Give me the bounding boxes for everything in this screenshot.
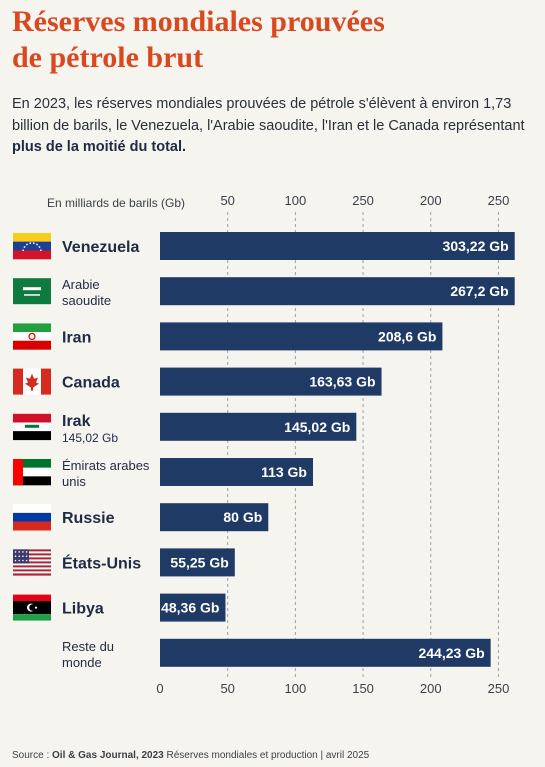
bar [160,232,515,260]
flag-uae-icon [13,459,51,486]
bottom-tick-label: 0 [156,681,163,696]
bar [160,503,269,532]
top-tick-label: 250 [488,193,510,208]
bottom-tick-label: 150 [352,681,374,696]
top-tick-label: 200 [420,193,442,208]
bottom-tick-label: 200 [420,681,442,696]
flag-russia-icon [13,504,51,531]
source-prefix: Source : [12,750,53,761]
category-label: Canada [62,375,120,392]
bar-value-label: 208,6 Gb [378,328,436,344]
category-label: Émirats arabes [62,458,150,473]
axis-unit-label: En milliards de barils (Gb) [47,196,185,210]
bar [160,458,313,486]
flag-iran-icon [13,323,51,350]
bottom-tick-label: 250 [488,681,510,696]
category-sublabel: 145,02 Gb [62,431,118,445]
top-tick-label: 50 [220,193,234,208]
category-label: Russie [62,510,115,527]
title-line-2: de pétrole brut [12,41,204,74]
top-tick-label: 100 [285,193,307,208]
category-label: monde [62,655,102,670]
bar-value-label: 113 Gb [261,464,307,480]
category-label: Reste du [62,639,114,654]
bar [160,638,491,667]
category-label: États-Unis [62,553,141,572]
category-label: saoudite [62,293,111,308]
bar [160,593,226,622]
bar-chart: En milliards de barils (Gb) 50 100 250 200 25… [13,193,515,696]
bar-value-label: 55,25 Gb [170,554,228,570]
category-label: Libya [62,601,104,618]
bar-value-label: 244,23 Gb [418,645,484,661]
source-note: Source : Oil & Gas Journal, 2023 Réserve… [12,750,369,761]
bottom-tick-label: 50 [220,681,234,696]
flag-canada-icon [13,368,51,395]
category-label: Irak [62,413,91,430]
bar-value-label: 145,02 Gb [284,419,350,435]
bar [160,367,382,396]
intro-text: En 2023, les réserves mondiales prouvées… [12,96,525,134]
category-label: Arabie [62,277,100,292]
bar [160,322,443,351]
bar [160,412,357,441]
flag-usa-icon [13,549,51,576]
page-title: Réserves mondiales prouvées de pétrole b… [12,4,532,76]
source-name: Oil & Gas Journal, 2023 [52,750,164,761]
category-label: Iran [62,329,91,346]
bar-value-label: 267,2 Gb [450,283,508,299]
bar-value-label: 80 Gb [223,509,262,525]
flag-saudi-arabia-icon [13,278,51,305]
bottom-tick-label: 100 [285,681,307,696]
bar [160,548,235,577]
bar-value-label: 303,22 Gb [443,238,509,254]
flag-libya-icon [13,594,51,621]
bar-value-label: 48,36 Gb [161,600,219,616]
bar [160,277,515,306]
bar-value-label: 163,63 Gb [309,374,375,390]
intro-paragraph: En 2023, les réserves mondiales prouvées… [12,94,532,159]
category-label: unis [62,474,86,489]
top-tick-label: 250 [352,193,374,208]
intro-bold-text: plus de la moitié du total. [12,139,187,155]
title-line-1: Réserves mondiales prouvées [12,5,385,38]
flag-venezuela-icon [13,233,51,260]
source-rest: Réserves mondiales et production | avril… [163,750,370,761]
category-label: Venezuela [62,239,139,256]
flag-iraq-icon [13,413,51,441]
